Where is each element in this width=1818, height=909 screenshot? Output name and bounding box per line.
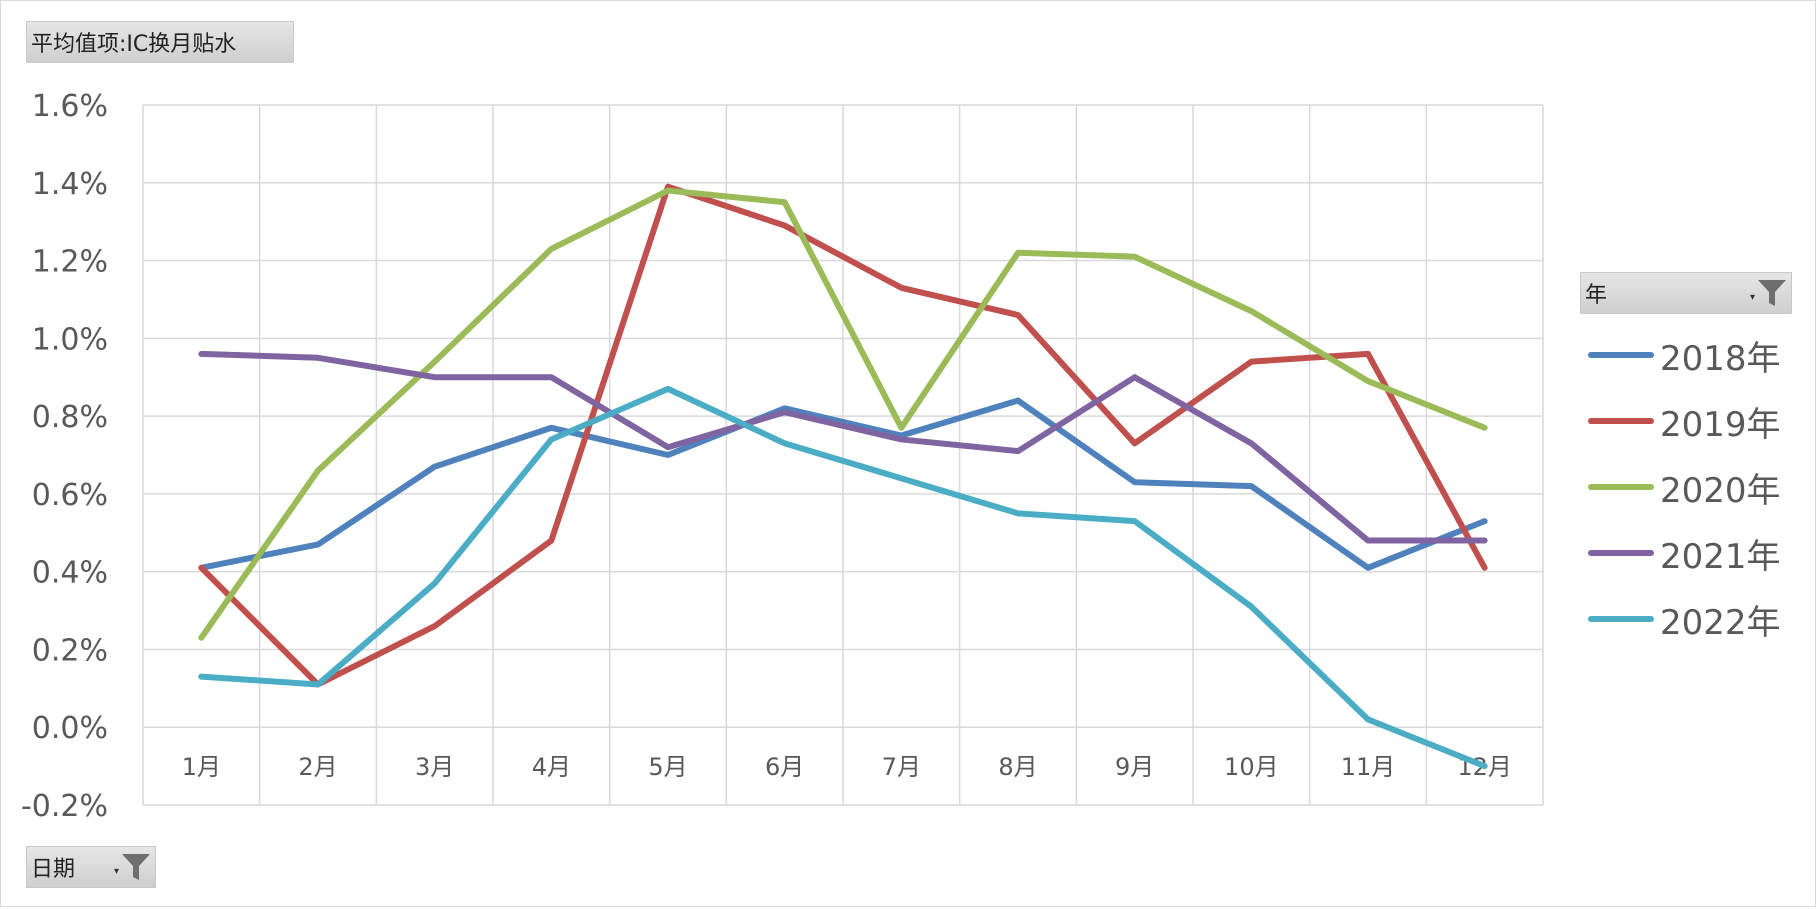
y-tick-label: -0.2%: [21, 789, 108, 824]
legend-item-2019[interactable]: 2019年: [1588, 388, 1781, 454]
date-field-label: 日期: [31, 857, 76, 882]
legend-label-2021: 2021年: [1660, 536, 1781, 577]
legend-label-2018: 2018年: [1660, 338, 1781, 379]
series-lines: [198, 183, 1488, 770]
legend-swatch-2019: [1588, 418, 1654, 424]
y-tick-label: 0.2%: [32, 633, 108, 668]
y-tick-label: 1.0%: [32, 322, 108, 357]
filter-icon: [1758, 280, 1786, 306]
legend-swatch-2020: [1588, 484, 1654, 490]
legend-item-2018[interactable]: 2018年: [1588, 322, 1781, 388]
legend-label-2019: 2019年: [1660, 404, 1781, 445]
x-tick-label: 3月: [415, 753, 454, 781]
year-filter-control[interactable]: ▾: [1750, 279, 1787, 307]
x-tick-label: 7月: [882, 753, 921, 781]
x-tick-label: 10月: [1224, 753, 1279, 781]
y-tick-label: 0.6%: [32, 478, 108, 513]
x-tick-label: 6月: [765, 753, 804, 781]
filter-icon: [122, 854, 150, 880]
legend-item-2021[interactable]: 2021年: [1588, 520, 1781, 586]
value-field-label: 平均值项:IC换月贴水: [31, 32, 237, 57]
value-field-button[interactable]: 平均值项:IC换月贴水: [26, 21, 294, 63]
legend-item-2022[interactable]: 2022年: [1588, 586, 1781, 652]
legend-swatch-2022: [1588, 616, 1654, 622]
x-tick-label: 9月: [1115, 753, 1154, 781]
y-axis-ticks: 1.6% 1.4% 1.2% 1.0% 0.8% 0.6% 0.4% 0.2% 0.0% -0.2…: [21, 89, 108, 824]
dropdown-arrow-icon: ▾: [1749, 292, 1755, 303]
x-tick-label: 11月: [1341, 753, 1396, 781]
legend-item-2020[interactable]: 2020年: [1588, 454, 1781, 520]
x-tick-label: 5月: [648, 753, 687, 781]
y-tick-label: 1.4%: [32, 167, 108, 202]
series-line-2019年[interactable]: [198, 183, 1488, 688]
x-tick-label: 1月: [182, 753, 221, 781]
date-filter-control[interactable]: ▾: [114, 853, 151, 881]
legend-swatch-2018: [1588, 352, 1654, 358]
dropdown-arrow-icon: ▾: [113, 866, 119, 877]
series-line-2018年[interactable]: [198, 397, 1488, 571]
y-tick-label: 1.2%: [32, 245, 108, 280]
series-line-2020年[interactable]: [198, 187, 1488, 641]
legend-label-2022: 2022年: [1660, 602, 1781, 643]
legend-swatch-2021: [1588, 550, 1654, 556]
y-tick-label: 1.6%: [32, 89, 108, 124]
series-line-2022年[interactable]: [198, 385, 1488, 770]
y-tick-label: 0.0%: [32, 711, 108, 746]
year-field-label: 年: [1585, 283, 1608, 308]
x-tick-label: 2月: [298, 753, 337, 781]
series-line-2021年[interactable]: [198, 350, 1488, 544]
y-tick-label: 0.4%: [32, 556, 108, 591]
date-field-button[interactable]: 日期 ▾: [26, 846, 156, 888]
legend: 2018年 2019年 2020年 2021年 2022年: [1588, 322, 1781, 652]
y-tick-label: 0.8%: [32, 400, 108, 435]
gridlines: [142, 104, 1544, 806]
x-axis-ticks: 1月 2月 3月 4月 5月 6月 7月 8月 9月 10月 11月 12月: [182, 753, 1512, 781]
year-field-button[interactable]: 年 ▾: [1580, 272, 1792, 314]
legend-label-2020: 2020年: [1660, 470, 1781, 511]
x-tick-label: 4月: [532, 753, 571, 781]
x-tick-label: 8月: [998, 753, 1037, 781]
